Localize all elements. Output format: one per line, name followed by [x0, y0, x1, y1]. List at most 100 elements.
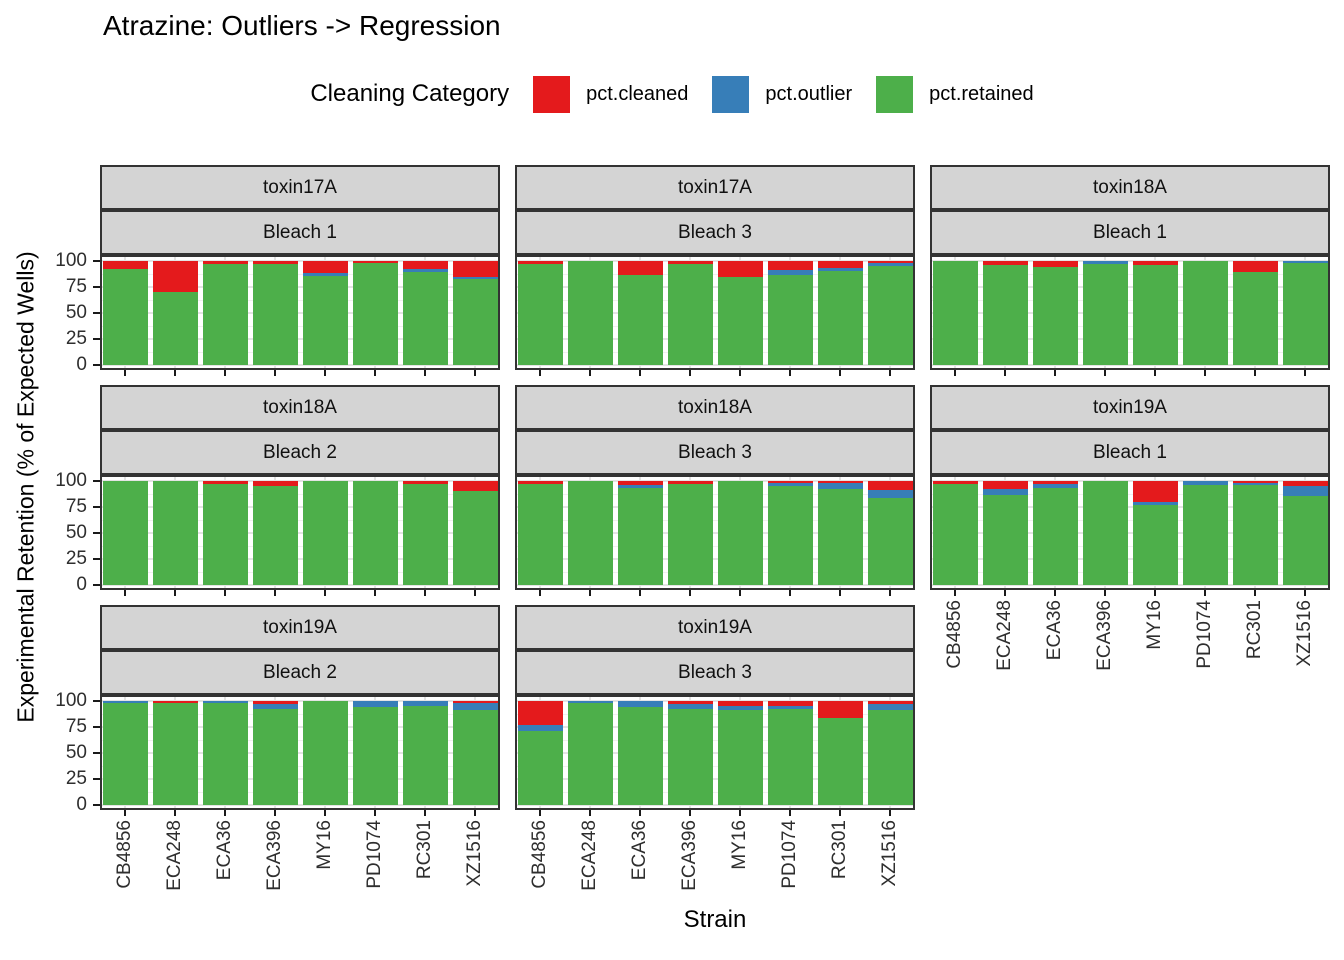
bar-CB4856 [932, 481, 978, 585]
x-axis-tick [1104, 590, 1106, 596]
bar-segment-pct.retained [452, 491, 498, 585]
y-axis-tick [93, 338, 100, 340]
bar-segment-pct.cleaned [517, 261, 563, 265]
gridline-major [517, 364, 913, 366]
x-axis-tick [739, 810, 741, 816]
gridline-major [517, 286, 913, 288]
bar-segment-pct.cleaned [402, 481, 448, 485]
bar-segment-pct.retained [1082, 481, 1128, 585]
bar-segment-pct.retained [152, 481, 198, 585]
bar-segment-pct.retained [1032, 488, 1078, 585]
x-axis-tick [374, 590, 376, 596]
bar-segment-pct.outlier [402, 701, 448, 707]
bar-XZ1516 [867, 261, 913, 365]
plot-panel [100, 475, 500, 590]
bar-segment-pct.retained [102, 481, 148, 585]
legend-label: pct.retained [929, 82, 1034, 105]
bar-segment-pct.cleaned [1232, 261, 1278, 273]
x-axis-title: Strain [683, 906, 747, 933]
bar-segment-pct.retained [352, 707, 398, 805]
bar-segment-pct.retained [1132, 265, 1178, 365]
y-tick-label: 0 [76, 574, 87, 595]
gridline-major [102, 726, 498, 728]
bar-segment-pct.retained [252, 264, 298, 365]
x-tick-label: CB4856 [529, 820, 550, 889]
bar-segment-pct.cleaned [252, 481, 298, 487]
gridline-major [932, 260, 1328, 262]
x-axis-tick [374, 370, 376, 376]
bar-segment-pct.retained [717, 710, 763, 805]
gridline-major [932, 584, 1328, 586]
bar-segment-pct.retained [567, 703, 613, 805]
x-tick-label: PD1074 [364, 820, 385, 889]
gridline-minor [932, 274, 1328, 275]
bar-segment-pct.outlier [1282, 261, 1328, 264]
gridline-major [102, 700, 498, 702]
bar-MY16 [302, 481, 348, 585]
bar-segment-pct.cleaned [402, 261, 448, 270]
bar-segment-pct.retained [767, 486, 813, 585]
y-axis-tick [93, 364, 100, 366]
gridline-major [517, 506, 913, 508]
bar-segment-pct.cleaned [867, 481, 913, 491]
bar-segment-pct.cleaned [767, 481, 813, 484]
bar-segment-pct.cleaned [152, 261, 198, 293]
bar-segment-pct.retained [102, 703, 148, 805]
gridline-minor [932, 352, 1328, 353]
bar-segment-pct.retained [202, 484, 248, 585]
x-axis-tick [174, 590, 176, 596]
gridline-minor [102, 714, 498, 715]
x-axis-tick [1004, 370, 1006, 376]
facet-strip-bleach: Bleach 3 [515, 650, 915, 695]
y-axis-tick [93, 286, 100, 288]
gridline-major [517, 260, 913, 262]
legend-label: pct.cleaned [586, 82, 689, 105]
y-tick-label: 100 [55, 470, 87, 491]
x-axis-tick [1254, 590, 1256, 596]
facet-strip-toxin: toxin18A [515, 385, 915, 430]
bar-segment-pct.cleaned [982, 261, 1028, 266]
bar-segment-pct.retained [617, 488, 663, 585]
x-tick-label: XZ1516 [1294, 600, 1315, 667]
x-tick-label: XZ1516 [464, 820, 485, 887]
bar-segment-pct.cleaned [817, 701, 863, 718]
bar-ECA36 [1032, 481, 1078, 585]
bar-segment-pct.outlier [1232, 483, 1278, 486]
x-axis-tick [789, 810, 791, 816]
bar-segment-pct.cleaned [767, 261, 813, 271]
bar-PD1074 [352, 261, 398, 365]
gridline-major [517, 804, 913, 806]
bar-segment-pct.retained [1032, 267, 1078, 365]
bar-ECA248 [152, 261, 198, 365]
x-axis-tick [1204, 590, 1206, 596]
bar-RC301 [402, 481, 448, 585]
facet-strip-toxin: toxin18A [930, 165, 1330, 210]
x-axis-tick [539, 810, 541, 816]
bar-segment-pct.retained [452, 710, 498, 805]
legend: Cleaning Category pct.cleaned pct.outlier… [0, 70, 1344, 118]
bar-segment-pct.retained [352, 481, 398, 585]
bar-CB4856 [102, 261, 148, 365]
bar-segment-pct.cleaned [202, 261, 248, 265]
bar-segment-pct.retained [567, 261, 613, 365]
bar-segment-pct.cleaned [352, 261, 398, 264]
bar-ECA396 [1082, 481, 1128, 585]
bar-segment-pct.retained [717, 276, 763, 365]
x-axis-tick [324, 810, 326, 816]
gridline-major [517, 778, 913, 780]
facet-strip-toxin: toxin18A [100, 385, 500, 430]
y-tick-label: 50 [65, 522, 87, 543]
bar-segment-pct.outlier [867, 263, 913, 267]
bar-PD1074 [352, 701, 398, 805]
bar-RC301 [817, 701, 863, 805]
x-tick-label: RC301 [829, 820, 850, 880]
facet-strip-toxin: toxin17A [515, 165, 915, 210]
y-tick-label: 25 [65, 548, 87, 569]
x-tick-label: ECA248 [164, 820, 185, 891]
plot-panel [515, 475, 915, 590]
chart-title: Atrazine: Outliers -> Regression [103, 10, 501, 41]
gridline-major [102, 506, 498, 508]
gridline-minor [517, 326, 913, 327]
legend-swatch-icon [533, 75, 571, 113]
bar-ECA396 [1082, 261, 1128, 365]
